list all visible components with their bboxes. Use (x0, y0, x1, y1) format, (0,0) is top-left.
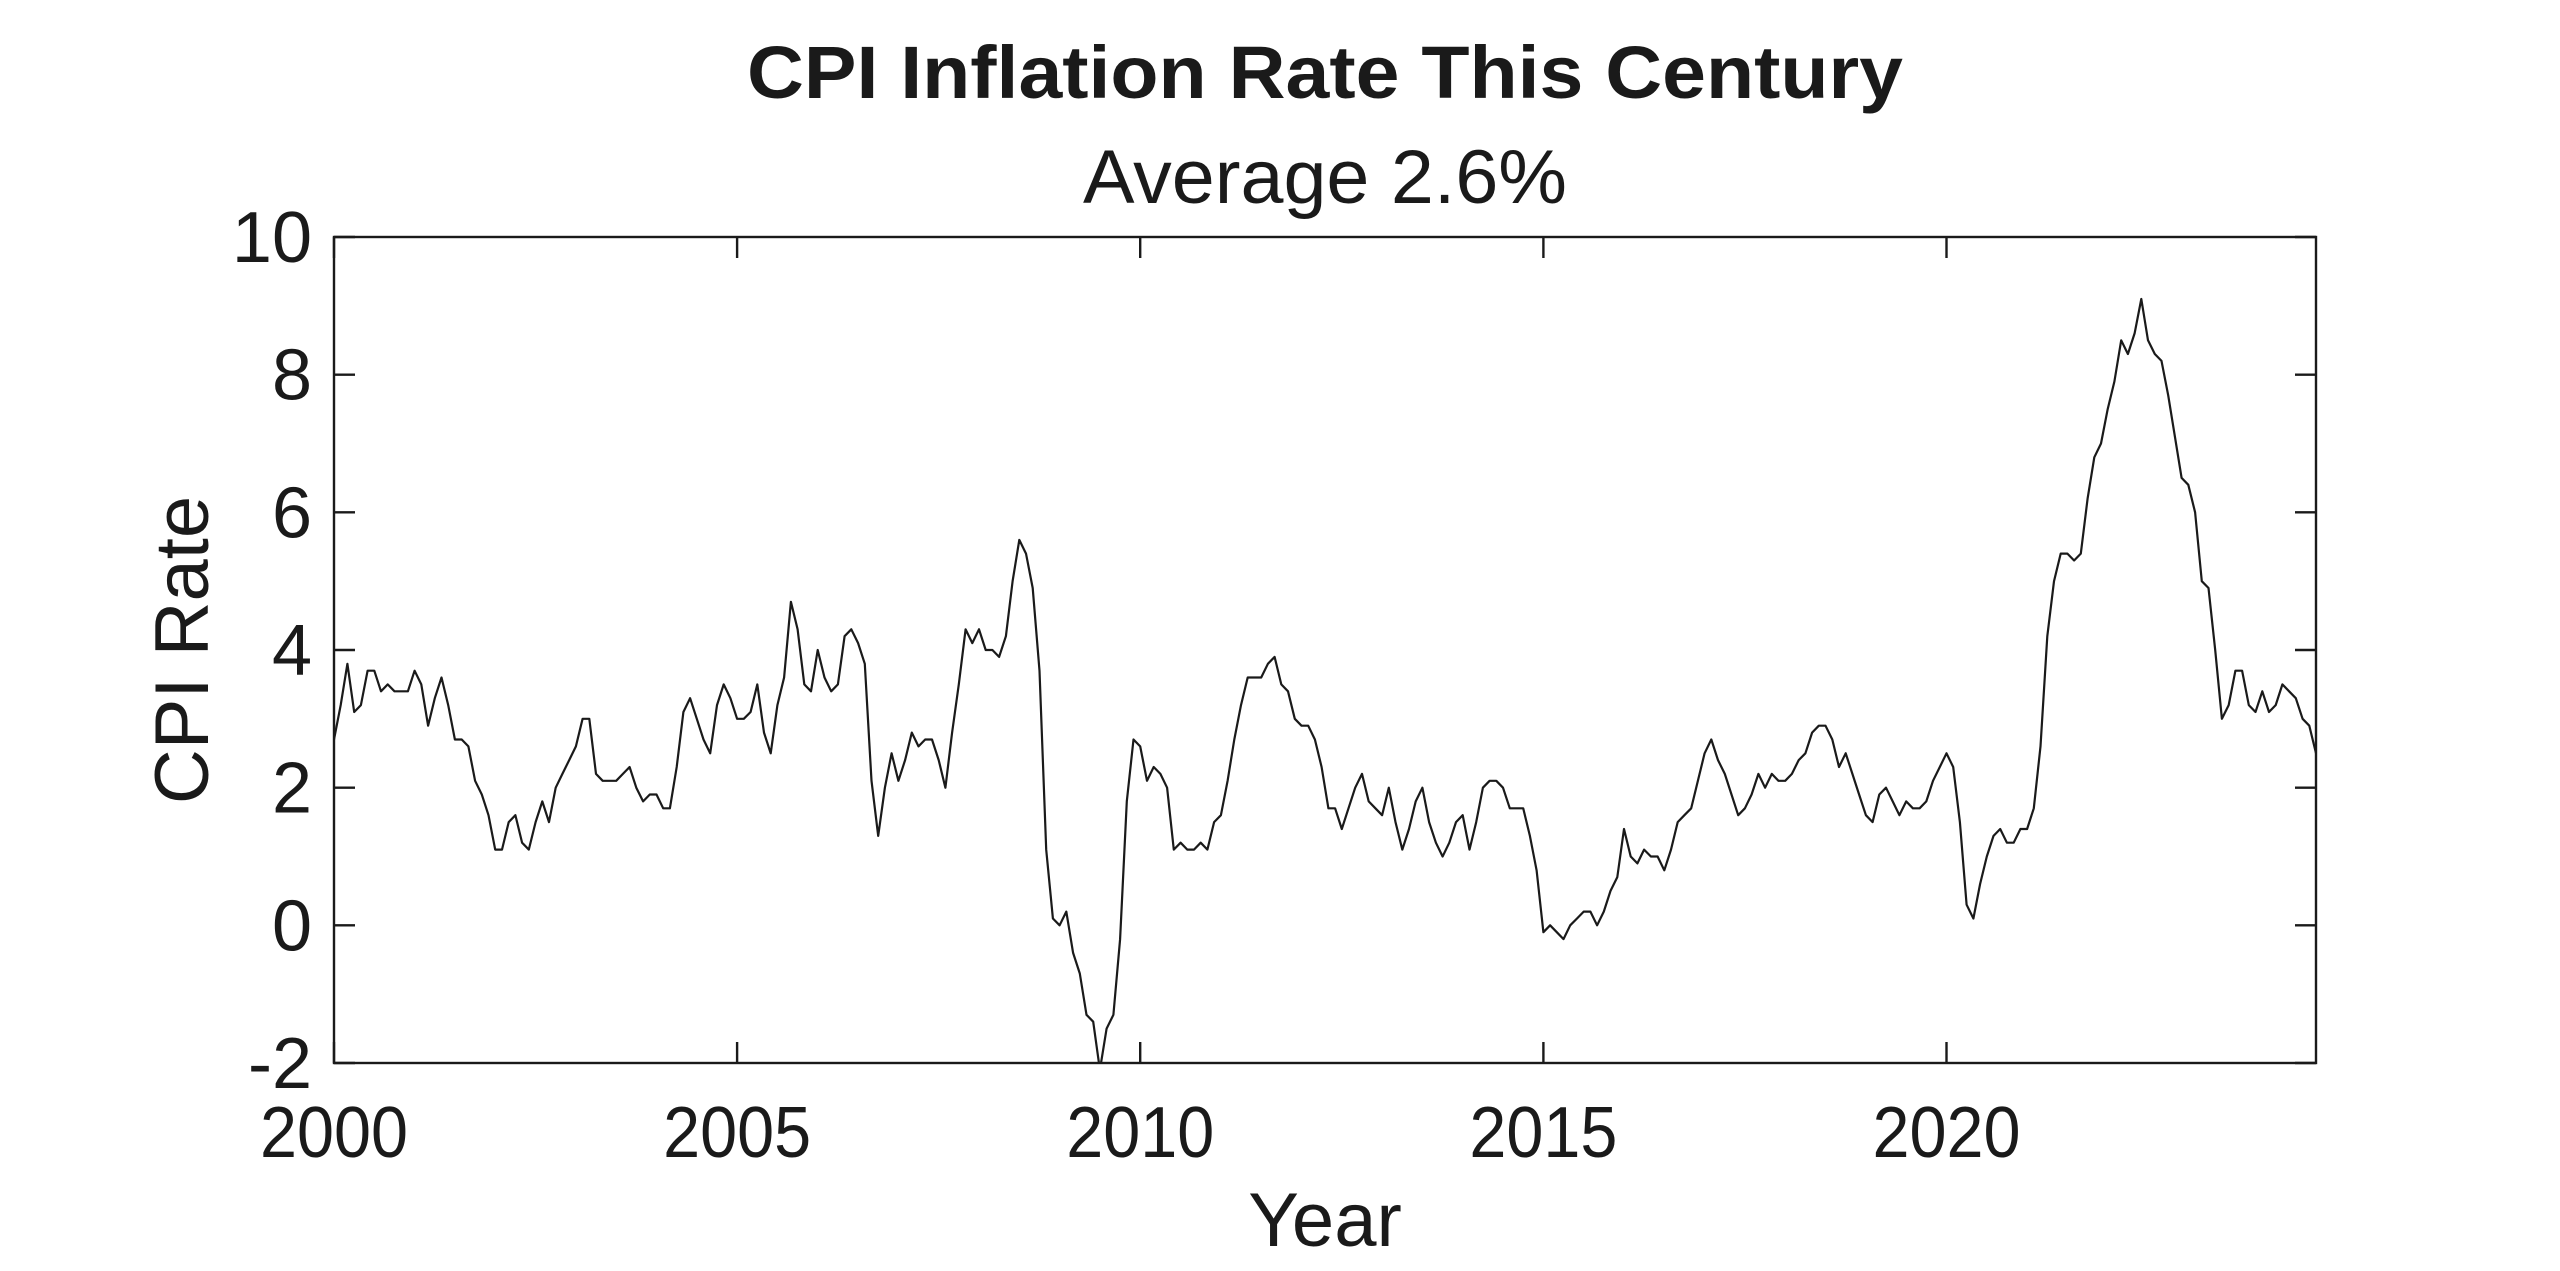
y-tick-label: -2 (248, 1024, 312, 1104)
y-tick-label: 2 (272, 749, 312, 829)
chart-subtitle: Average 2.6% (1083, 135, 1567, 220)
x-axis-label: Year (1248, 1178, 1402, 1263)
cpi-rate-line (332, 297, 2318, 1063)
x-tick-label: 2015 (1469, 1093, 1617, 1173)
y-tick-label: 0 (272, 886, 312, 966)
x-tick-label: 2010 (1066, 1093, 1214, 1173)
y-tick-label: 8 (272, 336, 312, 416)
x-tick-label: 2000 (260, 1093, 408, 1173)
x-tick-label: 2020 (1873, 1093, 2021, 1173)
y-axis-label: CPI Rate (140, 496, 225, 804)
y-tick-label: 4 (272, 611, 312, 691)
y-tick-label: 6 (272, 473, 312, 553)
x-tick-label: 2005 (663, 1093, 811, 1173)
y-tick-label: 10 (232, 198, 312, 278)
chart-title: CPI Inflation Rate This Century (747, 31, 1903, 114)
